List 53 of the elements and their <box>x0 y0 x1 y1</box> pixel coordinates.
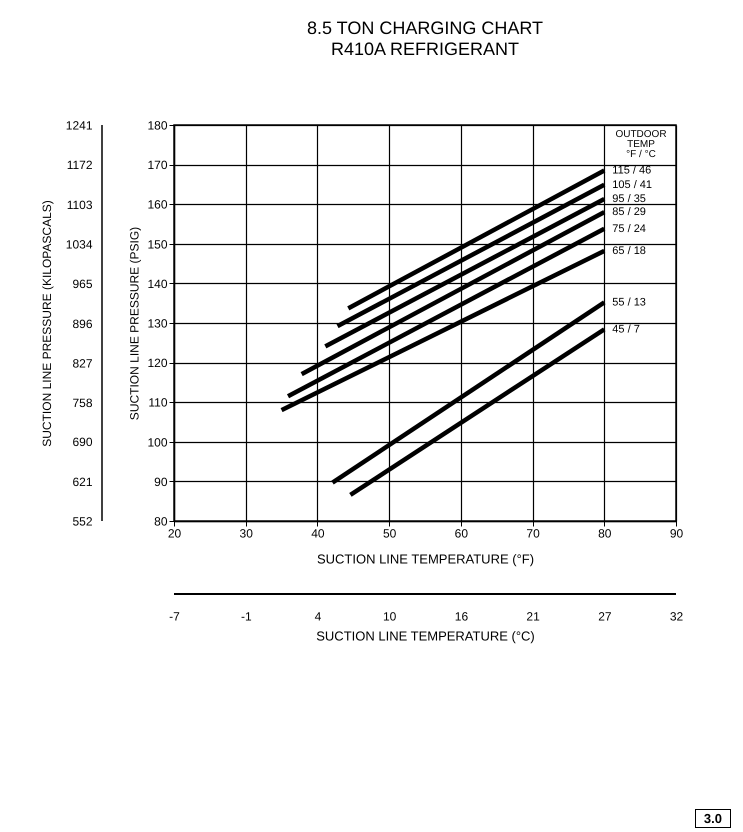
y2-tick-label: 758 <box>72 396 93 410</box>
y-tick-label: 140 <box>147 276 168 291</box>
x2-tick-label: 32 <box>670 610 684 624</box>
y2-tick-label: 896 <box>72 316 93 331</box>
x-tick-label: 80 <box>598 526 612 540</box>
x-tick-label: 70 <box>526 526 540 540</box>
y-tick-label: 130 <box>147 316 168 330</box>
x-tick-label: 20 <box>168 526 182 540</box>
y-axis-title: SUCTION LINE PRESSURE (PSIG) <box>127 226 142 420</box>
x2-tick-label: 27 <box>598 610 612 624</box>
y-tick-label: 160 <box>147 198 168 212</box>
y-tick-label: 180 <box>147 118 168 132</box>
x-axis-title: SUCTION LINE TEMPERATURE (°F) <box>316 552 534 566</box>
chart-subtitle: R410A REFRIGERANT <box>330 39 520 59</box>
y-tick-label: 80 <box>154 514 168 528</box>
y2-tick-label: 1172 <box>66 158 93 172</box>
x2-tick-label: 21 <box>526 610 540 624</box>
x-tick-label: 30 <box>240 526 254 540</box>
chart-title: 8.5 TON CHARGING CHART <box>306 18 544 38</box>
series-label: 65 / 18 <box>612 244 646 257</box>
x2-axis-title: SUCTION LINE TEMPERATURE (°C) <box>316 628 535 644</box>
y-tick-label: 100 <box>147 435 168 450</box>
series-label: 55 / 13 <box>612 296 646 308</box>
series-label: 45 / 7 <box>612 323 640 336</box>
y-tick-label: 90 <box>154 474 168 489</box>
text: 3.0 <box>694 809 731 828</box>
x2-tick-label: 16 <box>454 610 468 624</box>
series-label: 105 / 41 <box>612 178 652 191</box>
y-tick-label: 120 <box>147 356 168 370</box>
y2-tick-label: 1241 <box>66 118 93 132</box>
x-tick-label: 90 <box>670 526 684 540</box>
x2-tick-label: 10 <box>383 610 397 624</box>
y2-tick-label: 827 <box>72 356 93 370</box>
y-tick-label: 150 <box>147 237 168 252</box>
y2-tick-label: 1103 <box>66 198 93 212</box>
y2-tick-label: 690 <box>72 435 93 450</box>
x2-tick-label: -1 <box>240 610 252 624</box>
y2-tick-label: 1034 <box>66 237 93 252</box>
series-label: 75 / 24 <box>612 222 646 235</box>
y2-tick-label: 552 <box>72 514 93 528</box>
y-tick-label: 110 <box>148 396 168 410</box>
x-tick-label: 50 <box>382 526 397 540</box>
y2-tick-label: 621 <box>72 474 93 489</box>
legend-title: OUTDOOR TEMP °F / °C <box>615 129 667 160</box>
x-tick-label: 40 <box>311 526 325 540</box>
x2-tick-label: -7 <box>169 610 180 624</box>
series-label: 85 / 29 <box>612 206 646 218</box>
x-tick-label: 60 <box>454 526 468 540</box>
series-label: 95 / 35 <box>612 193 646 206</box>
y-tick-label: 170 <box>147 158 168 172</box>
y2-tick-label: 965 <box>72 277 93 292</box>
y2-axis-title: SUCTION LINE PRESSURE (KILOPASCALS) <box>40 200 54 447</box>
x2-tick-label: 4 <box>314 610 322 624</box>
